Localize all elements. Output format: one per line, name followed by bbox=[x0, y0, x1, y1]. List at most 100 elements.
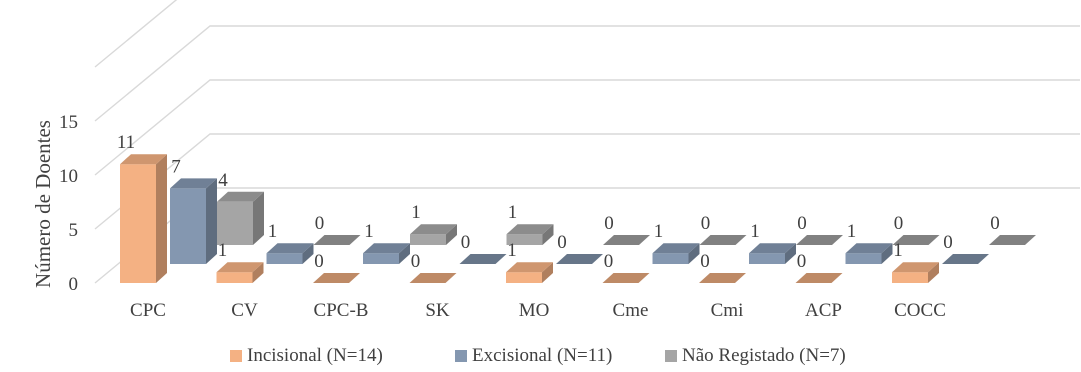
bar-front bbox=[749, 253, 785, 264]
bar-top bbox=[795, 273, 843, 283]
data-label: 0 bbox=[797, 213, 807, 234]
bar: 1 bbox=[845, 221, 893, 264]
y-axis-ticks: 0 5 10 15 bbox=[59, 112, 78, 295]
bar-side bbox=[881, 243, 893, 264]
data-label: 1 bbox=[847, 221, 857, 242]
bar: 1 bbox=[216, 240, 264, 283]
bar: 1 bbox=[506, 240, 553, 283]
bar-top bbox=[749, 243, 796, 254]
bar: 4 bbox=[217, 170, 264, 245]
bar-top bbox=[217, 191, 264, 202]
bar-front bbox=[216, 272, 253, 283]
data-label: 0 bbox=[315, 213, 325, 234]
x-axis-categories: CPC CV CPC-B SK MO Cme Cmi ACP COCC bbox=[130, 300, 946, 321]
legend-label: Excisional (N=11) bbox=[472, 345, 612, 366]
bar-side bbox=[206, 178, 217, 264]
bar-top bbox=[699, 273, 746, 283]
bar-top bbox=[409, 273, 457, 283]
data-label: 0 bbox=[411, 251, 421, 272]
bar: 0 bbox=[796, 213, 843, 245]
bar-top bbox=[506, 262, 553, 273]
bar-side bbox=[156, 154, 167, 283]
bar-front bbox=[266, 253, 303, 264]
bar-front bbox=[363, 253, 399, 264]
data-label: 0 bbox=[700, 251, 710, 272]
bar: 11 bbox=[117, 132, 167, 283]
bar-top bbox=[313, 273, 360, 283]
bar-top bbox=[410, 224, 457, 235]
legend-swatch bbox=[230, 350, 242, 362]
bar-top bbox=[313, 235, 361, 245]
data-label: 0 bbox=[894, 213, 904, 234]
bar: 0 bbox=[556, 232, 603, 264]
bar-top bbox=[796, 235, 843, 245]
data-label: 0 bbox=[604, 251, 614, 272]
bar-front bbox=[170, 188, 206, 264]
data-label: 0 bbox=[604, 213, 614, 234]
bar: 1 bbox=[410, 202, 457, 245]
y-tick-label: 15 bbox=[59, 112, 78, 133]
bar-top bbox=[506, 224, 554, 235]
x-category-label: COCC bbox=[894, 300, 946, 321]
bar-side bbox=[252, 262, 264, 283]
data-label: 1 bbox=[268, 221, 278, 242]
data-label: 0 bbox=[557, 232, 567, 253]
bar: 0 bbox=[313, 213, 361, 245]
bar: 0 bbox=[699, 213, 747, 245]
y-axis-label: Número de Doentes bbox=[31, 120, 55, 288]
legend-label: Não Registado (N=7) bbox=[682, 345, 846, 366]
bar-top bbox=[170, 178, 217, 189]
bar: 1 bbox=[363, 221, 410, 264]
bar: 0 bbox=[795, 251, 843, 283]
bar-front bbox=[217, 201, 253, 245]
bar-side bbox=[302, 243, 314, 264]
bar: 1 bbox=[892, 240, 939, 283]
bar: 1 bbox=[749, 221, 796, 264]
x-category-label: CV bbox=[231, 300, 258, 321]
bar-top bbox=[989, 235, 1036, 245]
y-tick-label: 5 bbox=[69, 220, 79, 241]
bar-front bbox=[652, 253, 689, 264]
data-label: 1 bbox=[893, 240, 903, 261]
data-label: 7 bbox=[171, 156, 181, 177]
bar: 7 bbox=[170, 156, 217, 264]
y-tick-label: 10 bbox=[59, 166, 78, 187]
bar-front bbox=[506, 272, 542, 283]
x-category-label: SK bbox=[425, 300, 450, 321]
bar: 1 bbox=[506, 202, 554, 245]
bar-side bbox=[928, 262, 939, 283]
legend-entry: Incisional (N=14) bbox=[230, 345, 383, 366]
data-label: 1 bbox=[654, 221, 664, 242]
data-label: 0 bbox=[943, 232, 953, 253]
data-label: 4 bbox=[218, 170, 228, 191]
bar: 1 bbox=[652, 221, 700, 264]
data-label: 0 bbox=[990, 213, 1000, 234]
y-tick-label: 0 bbox=[69, 274, 79, 295]
data-label: 1 bbox=[508, 202, 518, 223]
data-label: 1 bbox=[364, 221, 374, 242]
bar: 0 bbox=[409, 251, 457, 283]
bar-top bbox=[942, 254, 989, 264]
bar-front bbox=[120, 164, 156, 283]
bar: 0 bbox=[942, 232, 989, 264]
bar: 0 bbox=[603, 213, 650, 245]
data-label: 0 bbox=[461, 232, 471, 253]
bar-side bbox=[542, 262, 553, 283]
gridline bbox=[94, 79, 1080, 176]
bar: 0 bbox=[313, 251, 360, 283]
bar-top bbox=[699, 235, 747, 245]
x-category-label: MO bbox=[519, 300, 550, 321]
gridline bbox=[94, 25, 1080, 122]
bar-front bbox=[506, 234, 543, 245]
x-category-label: CPC-B bbox=[314, 300, 369, 321]
legend: Incisional (N=14) Excisional (N=11) Não Re… bbox=[230, 345, 846, 366]
legend-entry: Não Registado (N=7) bbox=[665, 345, 846, 366]
bar: 1 bbox=[266, 221, 314, 264]
bar-top bbox=[603, 235, 650, 245]
bar-front bbox=[410, 234, 446, 245]
gridline bbox=[94, 0, 178, 68]
data-label: 1 bbox=[750, 221, 760, 242]
x-category-label: Cmi bbox=[711, 300, 744, 321]
data-label: 11 bbox=[117, 132, 135, 153]
bar-side bbox=[253, 191, 264, 245]
